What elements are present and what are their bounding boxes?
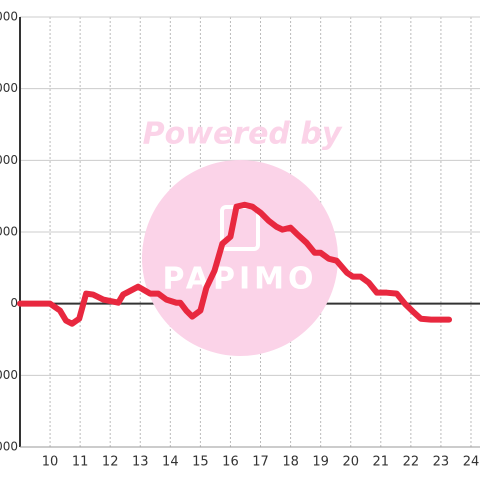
data-line bbox=[17, 201, 453, 327]
x-tick-label: 16 bbox=[222, 455, 239, 470]
x-tick-label: 20 bbox=[342, 455, 359, 470]
y-tick-label: -6,000 bbox=[0, 440, 18, 454]
x-tick-label: 19 bbox=[312, 455, 329, 470]
x-tick-label: 23 bbox=[433, 455, 450, 470]
x-tick-label: 17 bbox=[252, 455, 269, 470]
y-tick-label: 0 bbox=[10, 296, 18, 310]
y-tick-label: 6,000 bbox=[0, 153, 18, 167]
watermark-text: Powered by bbox=[143, 117, 343, 152]
x-tick-label: 12 bbox=[102, 455, 119, 470]
x-tick-label: 13 bbox=[132, 455, 149, 470]
watermark: Powered by PAPIMO bbox=[142, 117, 343, 356]
x-tick-label: 14 bbox=[162, 455, 179, 470]
y-tick-label: 12,000 bbox=[0, 10, 18, 24]
watermark-circle bbox=[142, 160, 338, 356]
y-tick-label: 9,000 bbox=[0, 81, 18, 95]
x-tick-label: 10 bbox=[42, 455, 59, 470]
watermark-logo: PAPIMO bbox=[163, 262, 318, 297]
y-tick-label: 3,000 bbox=[0, 225, 18, 239]
y-tick-label: -3,000 bbox=[0, 368, 18, 382]
x-tick-label: 15 bbox=[192, 455, 209, 470]
x-tick-label: 24 bbox=[463, 455, 480, 470]
x-tick-label: 18 bbox=[282, 455, 299, 470]
x-tick-label: 21 bbox=[373, 455, 390, 470]
x-tick-label: 11 bbox=[72, 455, 89, 470]
x-tick-label: 22 bbox=[403, 455, 420, 470]
